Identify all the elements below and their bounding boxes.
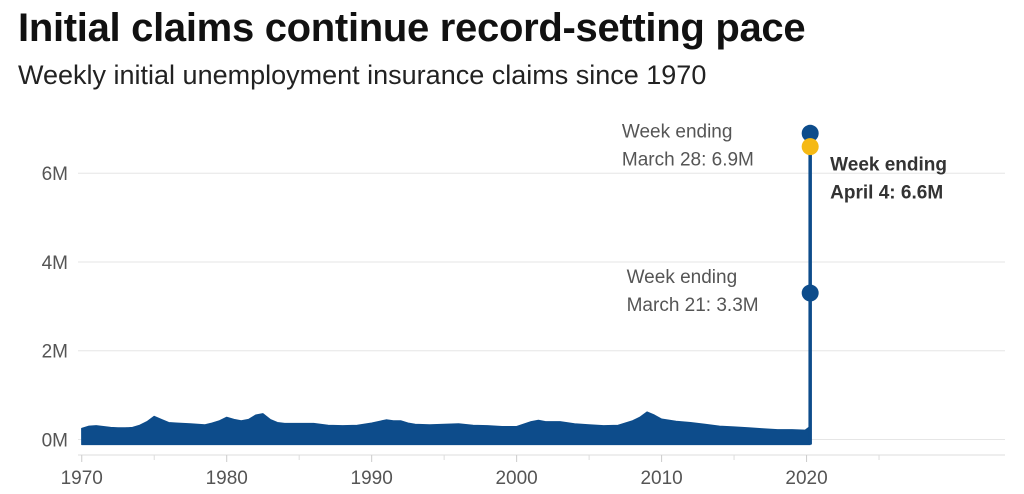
chart-subtitle: Weekly initial unemployment insurance cl…	[18, 60, 707, 90]
annotation-text: March 28: 6.9M	[622, 149, 754, 170]
grid-lines	[78, 172, 1005, 440]
x-tick-label: 2000	[495, 468, 537, 489]
x-tick-label: 2020	[785, 468, 827, 489]
x-tick-label: 2010	[640, 468, 682, 489]
x-tick-label: 1990	[351, 468, 393, 489]
annotation: Week ending April 4: 6.6M	[830, 155, 947, 204]
x-tick-label: 1970	[61, 468, 103, 489]
data-point	[801, 138, 819, 156]
y-tick-label: 6M	[42, 164, 68, 185]
annotation-text: March 21: 3.3M	[627, 295, 759, 316]
annotation-text: Week ending	[622, 121, 733, 142]
series-area	[81, 132, 812, 446]
x-tick-label: 1980	[206, 468, 248, 489]
annotation-text: April 4: 6.6M	[830, 183, 943, 204]
y-tick-label: 0M	[42, 430, 68, 451]
annotation: Week ending March 28: 6.9M	[622, 121, 754, 170]
chart-title: Initial claims continue record-setting p…	[18, 6, 806, 50]
y-tick-label: 4M	[42, 253, 68, 274]
annotation-text: Week ending	[830, 155, 947, 176]
annotation: Week ending March 21: 3.3M	[627, 267, 759, 316]
x-axis: 1970 1980 1990 2000 2010 2020	[61, 454, 1005, 489]
y-tick-label: 2M	[42, 342, 68, 363]
area-series	[81, 132, 811, 446]
annotations: Week ending March 21: 3.3M Week ending Marc…	[622, 121, 947, 316]
data-point	[801, 124, 819, 142]
annotation-text: Week ending	[627, 267, 738, 288]
data-point	[801, 284, 819, 302]
y-axis: 0M 2M 4M 6M	[42, 164, 68, 451]
